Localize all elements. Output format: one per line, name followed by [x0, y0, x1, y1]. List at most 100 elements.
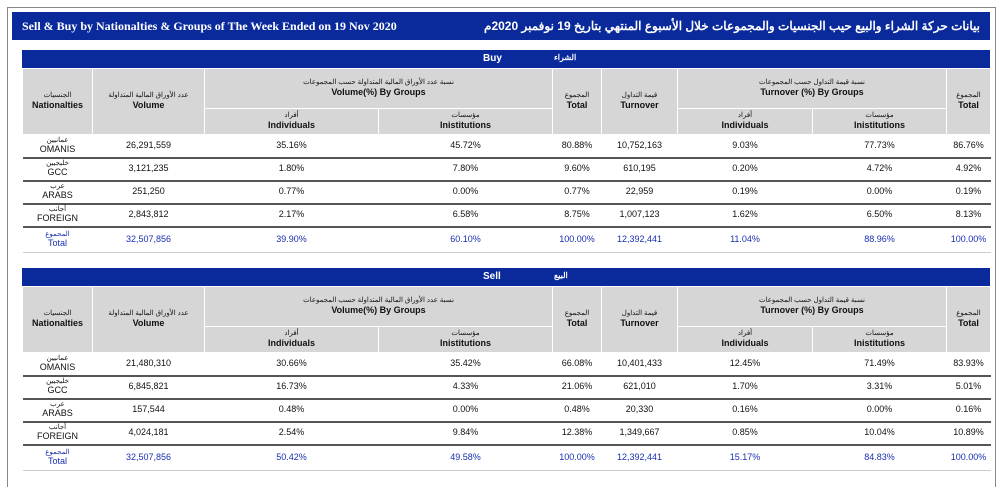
- header-label: نسبة قيمة التداول حسب المجموعات: [758, 78, 866, 86]
- value-cell: 2.17%: [204, 203, 379, 228]
- header-label: أفراد: [284, 111, 299, 119]
- header-individuals: أفراد Individuals: [677, 326, 813, 353]
- sell-section: Sell البيع الجنسيات Nationalties عدد الأو…: [22, 268, 991, 471]
- header-label: Total: [566, 100, 588, 111]
- nationality-ar: خليجيين: [46, 160, 69, 168]
- nationality-cell: أجانب FOREIGN: [22, 421, 93, 446]
- value-cell: 2.54%: [204, 421, 379, 446]
- value-cell: 0.20%: [677, 157, 813, 182]
- value-cell: 66.08%: [552, 352, 602, 377]
- value-cell: 1,349,667: [601, 421, 678, 446]
- header-nationalities: الجنسيات Nationalties: [22, 286, 93, 353]
- section-label-en: Sell: [483, 271, 501, 282]
- value-cell: 8.75%: [552, 203, 602, 228]
- value-cell: 50.42%: [204, 444, 379, 471]
- value-cell: 10,752,163: [601, 134, 678, 159]
- header-label: نسبة عدد الأوراق المالية المتداولة حسب ا…: [303, 78, 454, 86]
- header-turnover-total: المجموع Total: [946, 286, 991, 353]
- header-label: Volume: [132, 318, 165, 329]
- value-cell: 12.38%: [552, 421, 602, 446]
- header-label: Turnover (%) By Groups: [760, 87, 864, 98]
- nationality-ar: أجانب: [48, 424, 67, 432]
- header-turnover: قيمة التداول Turnover: [601, 68, 678, 135]
- section-label-ar: الشراء: [554, 53, 577, 62]
- value-cell: 100.00%: [552, 444, 602, 471]
- header-institutions: مؤسسات Inistitutions: [378, 108, 553, 135]
- value-cell: 20,330: [601, 398, 678, 423]
- header-nationalities: الجنسيات Nationalties: [22, 68, 93, 135]
- value-cell: 4.92%: [946, 157, 991, 182]
- value-cell: 5.01%: [946, 375, 991, 400]
- header-turnover-total: المجموع Total: [946, 68, 991, 135]
- value-cell: 0.00%: [812, 180, 947, 205]
- header-label: أفراد: [737, 111, 753, 119]
- table-row: عمانيين OMANIS 26,291,559 35.16% 45.72% 80.88…: [22, 134, 991, 159]
- value-cell: 4,024,181: [92, 421, 205, 446]
- header-label: Inistitutions: [854, 338, 905, 349]
- value-cell: 0.85%: [677, 421, 813, 446]
- nationality-cell: خليجيين GCC: [22, 375, 93, 400]
- header-label: Turnover: [620, 100, 659, 111]
- header-label: Turnover (%) By Groups: [760, 305, 864, 316]
- value-cell: 0.19%: [946, 180, 991, 205]
- table-row: عرب ARABS 157,544 0.48% 0.00% 0.48% 20,330 0.16…: [22, 398, 991, 423]
- value-cell: 4.72%: [812, 157, 947, 182]
- nationality-ar: عمانيين: [46, 354, 69, 362]
- nationality-ar: المجموع: [45, 230, 70, 238]
- nationality-ar: عرب: [50, 183, 65, 191]
- value-cell: 39.90%: [204, 226, 379, 253]
- value-cell: 10,401,433: [601, 352, 678, 377]
- table-row: أجانب FOREIGN 2,843,812 2.17% 6.58% 8.75% 1,00…: [22, 203, 991, 228]
- nationality-ar: خليجيين: [46, 378, 69, 386]
- header-label: Volume(%) By Groups: [331, 305, 426, 316]
- value-cell: 71.49%: [812, 352, 947, 377]
- section-label-en: Buy: [483, 53, 502, 64]
- nationality-en: OMANIS: [39, 361, 76, 372]
- value-cell: 3.31%: [812, 375, 947, 400]
- value-cell: 100.00%: [552, 226, 602, 253]
- value-cell: 45.72%: [378, 134, 553, 159]
- table-row: أجانب FOREIGN 4,024,181 2.54% 9.84% 12.38% 1,3…: [22, 421, 991, 446]
- header-label: مؤسسات: [865, 329, 894, 337]
- nationality-ar: المجموع: [45, 448, 70, 456]
- title-ar: بيانات حركة الشراء والبيع حيب الجنسيات و…: [484, 19, 980, 33]
- value-cell: 84.83%: [812, 444, 947, 471]
- value-cell: 251,250: [92, 180, 205, 205]
- value-cell: 35.42%: [378, 352, 553, 377]
- value-cell: 12,392,441: [601, 226, 678, 253]
- nationality-en: ARABS: [42, 189, 73, 200]
- value-cell: 22,959: [601, 180, 678, 205]
- value-cell: 49.58%: [378, 444, 553, 471]
- nationality-en: GCC: [47, 166, 68, 177]
- value-cell: 60.10%: [378, 226, 553, 253]
- value-cell: 32,507,856: [92, 226, 205, 253]
- value-cell: 3,121,235: [92, 157, 205, 182]
- table-row: خليجيين GCC 6,845,821 16.73% 4.33% 21.06% 621,…: [22, 375, 991, 400]
- value-cell: 100.00%: [946, 444, 991, 471]
- value-cell: 12.45%: [677, 352, 813, 377]
- value-cell: 16.73%: [204, 375, 379, 400]
- section-bar: Buy الشراء: [22, 50, 990, 68]
- header-label: Inistitutions: [440, 338, 491, 349]
- nationality-ar: أجانب: [48, 206, 67, 214]
- value-cell: 9.60%: [552, 157, 602, 182]
- value-cell: 0.77%: [204, 180, 379, 205]
- title-bar: Sell & Buy by Nationalties & Groups of T…: [12, 12, 990, 40]
- value-cell: 0.77%: [552, 180, 602, 205]
- header-label: Individuals: [721, 120, 769, 131]
- header-label: قيمة التداول: [621, 309, 658, 317]
- header-label: أفراد: [737, 329, 753, 337]
- value-cell: 88.96%: [812, 226, 947, 253]
- nationality-cell: خليجيين GCC: [22, 157, 93, 182]
- buy-section: Buy الشراء الجنسيات Nationalties عدد الأو…: [22, 50, 991, 253]
- value-cell: 6.50%: [812, 203, 947, 228]
- nationality-cell: أجانب FOREIGN: [22, 203, 93, 228]
- section-bar: Sell البيع: [22, 268, 990, 286]
- header-volume-total: المجموع Total: [552, 68, 602, 135]
- value-cell: 1,007,123: [601, 203, 678, 228]
- value-cell: 26,291,559: [92, 134, 205, 159]
- header-label: Inistitutions: [440, 120, 491, 131]
- value-cell: 10.04%: [812, 421, 947, 446]
- nationality-en: FOREIGN: [36, 430, 78, 441]
- value-cell: 100.00%: [946, 226, 991, 253]
